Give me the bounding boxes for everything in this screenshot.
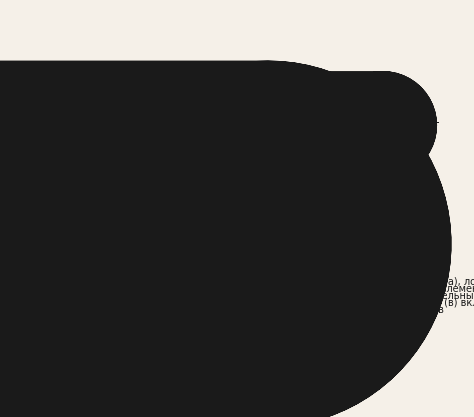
Text: Р и с.  8.6.: Р и с. 8.6. (332, 262, 394, 272)
Text: $x_2$: $x_2$ (174, 283, 185, 293)
Text: $T_2$: $T_2$ (217, 231, 228, 243)
Bar (353, 102, 365, 116)
Text: $+E_\mathrm{C}$: $+E_\mathrm{C}$ (344, 83, 365, 96)
Text: $U_\mathrm{вх}$: $U_\mathrm{вх}$ (169, 139, 185, 152)
Text: $x_1$: $x_1$ (174, 259, 185, 269)
Bar (215, 230, 228, 244)
Text: и последовательным (в) вклю-: и последовательным (в) вклю- (332, 298, 474, 308)
Text: $U_\mathrm{ЗИ1}$: $U_\mathrm{ЗИ1}$ (204, 133, 224, 146)
Text: $T_2$: $T_2$ (365, 101, 376, 113)
Text: $U_\mathrm{вых}$: $U_\mathrm{вых}$ (272, 128, 292, 141)
Text: $T_4$: $T_4$ (346, 101, 357, 113)
Text: $x_1$: $x_1$ (311, 131, 322, 142)
Bar (359, 132, 372, 146)
Text: ных ключах с параллельным (б): ных ключах с параллельным (б) (332, 291, 474, 301)
Bar (234, 230, 247, 244)
Text: $+E_\mathrm{C}$: $+E_\mathrm{C}$ (241, 212, 263, 226)
Bar (227, 101, 246, 120)
Bar (333, 102, 346, 116)
Text: а: а (223, 173, 230, 183)
Text: $T_2$: $T_2$ (234, 99, 245, 113)
Text: в: в (228, 310, 235, 320)
Text: Выход: Выход (391, 118, 421, 126)
Text: б: б (346, 169, 353, 179)
Text: $+E_\mathrm{C}$: $+E_\mathrm{C}$ (213, 83, 235, 96)
Bar (225, 281, 237, 295)
Text: Выход: Выход (278, 236, 308, 245)
Text: $T_1$: $T_1$ (237, 258, 248, 271)
Text: $T_3$: $T_3$ (372, 131, 383, 143)
Text: $F=\overline{x_1\wedge x_2}$: $F=\overline{x_1\wedge x_2}$ (278, 241, 325, 255)
Text: $T_3$: $T_3$ (237, 282, 248, 294)
Bar (227, 136, 246, 155)
Text: $T_1$: $T_1$ (234, 134, 245, 148)
Text: $x_2$: $x_2$ (311, 141, 322, 151)
Text: чением транзисторов: чением транзисторов (332, 305, 444, 315)
Circle shape (190, 144, 193, 147)
Text: ский элемент на комплементар-: ский элемент на комплементар- (332, 284, 474, 294)
Text: $T_4$: $T_4$ (198, 231, 209, 243)
Text: $U_\mathrm{ЗИ2}$: $U_\mathrm{ЗИ2}$ (204, 98, 224, 111)
Text: транзисторный ключ (а), логиче-: транзисторный ключ (а), логиче- (332, 276, 474, 286)
Bar (225, 257, 237, 271)
Bar (343, 132, 356, 146)
Text: $F=\overline{x_1\vee x_2}$: $F=\overline{x_1\vee x_2}$ (391, 121, 438, 135)
Text: Комплементарный: Комплементарный (332, 269, 429, 279)
Circle shape (260, 135, 264, 138)
Text: $(n)$: $(n)$ (233, 144, 246, 156)
Text: $T_1$: $T_1$ (356, 131, 366, 143)
Text: $(p)$: $(p)$ (233, 108, 246, 121)
